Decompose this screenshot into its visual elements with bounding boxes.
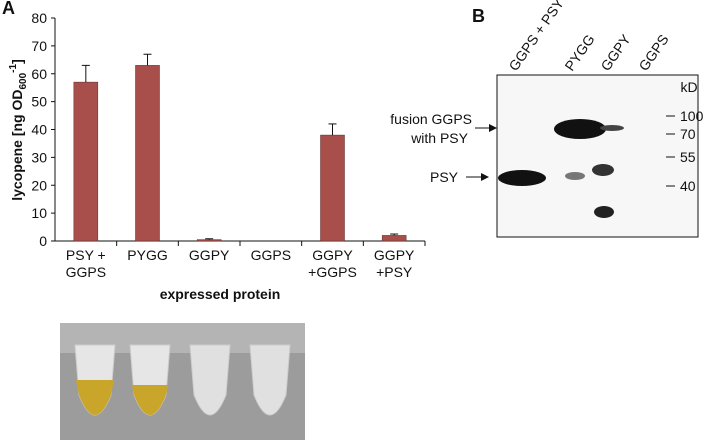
y-tick-label: 50 — [31, 94, 47, 110]
y-axis-label: lycopene [ng OD600-1] — [8, 59, 29, 201]
panel-label: B — [472, 6, 485, 26]
bar — [135, 65, 160, 242]
unit-label: kD — [680, 79, 697, 95]
y-tick-label: 0 — [39, 233, 47, 249]
y-tick-label: 60 — [31, 66, 47, 82]
marker-label: 40 — [680, 178, 696, 194]
x-tick-label: PSY + — [66, 247, 106, 263]
bar — [320, 134, 345, 242]
bar — [196, 239, 222, 242]
lane-label: GGPY — [597, 31, 634, 74]
y-tick-label: 10 — [31, 205, 47, 221]
marker-label: 100 — [680, 108, 704, 124]
y-tick-label: 30 — [31, 149, 47, 165]
x-tick-label: GGPS — [66, 264, 106, 280]
error-bar — [81, 64, 90, 83]
tube-photo — [60, 323, 305, 440]
x-tick-label: GGPS — [251, 247, 291, 263]
bar — [381, 235, 407, 242]
lane-label: GGPS — [635, 31, 671, 73]
annotation: fusion GGPS — [390, 111, 472, 127]
panel-label: A — [2, 0, 15, 18]
error-bar — [328, 123, 337, 136]
bar — [73, 81, 99, 242]
y-tick-label: 70 — [31, 38, 47, 54]
blot — [496, 74, 699, 238]
error-bar — [205, 238, 214, 240]
x-axis-label: expressed protein — [160, 286, 281, 302]
x-tick-label: +GGPS — [308, 264, 357, 280]
lane-label: GGPS + PSY — [505, 0, 567, 74]
marker-label: 70 — [680, 126, 696, 142]
x-tick-label: +PSY — [376, 264, 413, 280]
lane-label: PYGG — [561, 31, 597, 73]
x-tick-label: PYGG — [127, 247, 167, 263]
x-tick-label: GGPY — [374, 247, 415, 263]
marker-label: 55 — [680, 149, 696, 165]
annotation: PSY — [430, 169, 459, 185]
y-tick-label: 40 — [31, 122, 47, 138]
x-tick-label: GGPY — [312, 247, 353, 263]
y-tick-label: 20 — [31, 177, 47, 193]
error-bar — [390, 233, 399, 236]
error-bar — [143, 53, 152, 66]
arrows — [466, 124, 497, 181]
y-tick-label: 80 — [31, 10, 47, 26]
x-tick-label: GGPY — [189, 247, 230, 263]
annotation: with PSY — [410, 130, 468, 146]
